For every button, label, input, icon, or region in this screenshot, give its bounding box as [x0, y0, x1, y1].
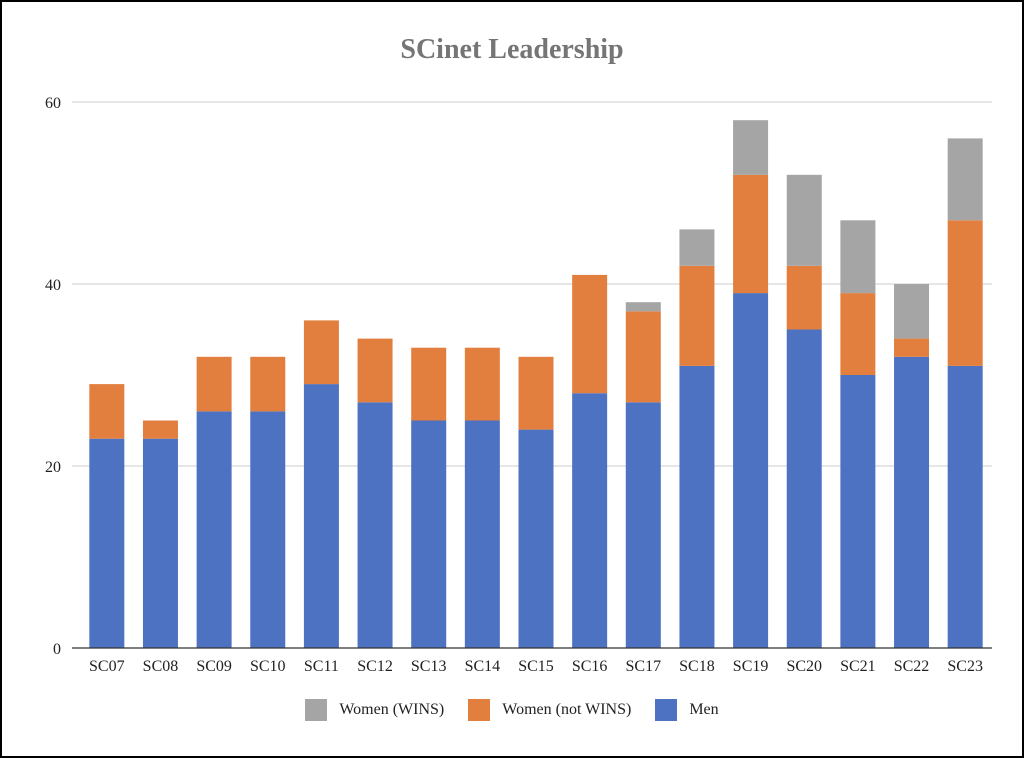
bar-sc15-women-not-wins	[518, 356, 554, 430]
bar-sc17-men	[625, 402, 661, 648]
bar-sc22-women-wins	[894, 284, 930, 339]
x-tick-label-sc11: SC11	[304, 658, 339, 675]
legend-swatch	[305, 699, 328, 721]
bar-sc20-women-not-wins	[786, 265, 822, 330]
x-tick-label-sc08: SC08	[143, 658, 179, 675]
bar-sc19-women-not-wins	[733, 174, 769, 294]
bar-sc10-men	[250, 411, 286, 648]
bar-sc18-women-not-wins	[679, 265, 715, 366]
bar-sc17-women-not-wins	[625, 311, 661, 403]
bar-sc23-men	[947, 365, 983, 648]
x-tick-label-sc07: SC07	[89, 658, 125, 675]
x-tick-label-sc22: SC22	[894, 658, 930, 675]
bar-sc12-women-not-wins	[357, 338, 393, 403]
y-tick-label-20: 20	[45, 459, 61, 476]
bar-sc11-men	[303, 384, 339, 648]
legend-item: Women (not WINS)	[468, 699, 631, 721]
x-tick-label-sc15: SC15	[518, 658, 554, 675]
legend-item: Men	[655, 699, 719, 721]
bar-sc19-men	[733, 293, 769, 648]
legend-swatch	[468, 699, 491, 721]
y-tick-label-60: 60	[45, 95, 61, 112]
chart-title: SCinet Leadership	[400, 34, 624, 65]
bar-sc09-men	[196, 411, 232, 648]
x-tick-label-sc10: SC10	[250, 658, 286, 675]
bar-sc07-women-not-wins	[89, 384, 125, 439]
bar-sc21-men	[840, 375, 876, 648]
x-tick-label-sc13: SC13	[411, 658, 447, 675]
bar-sc08-men	[142, 438, 178, 648]
chart-legend: Women (WINS) Women (not WINS) Men	[0, 699, 1024, 721]
bar-sc18-men	[679, 365, 715, 648]
x-tick-label-sc19: SC19	[733, 658, 769, 675]
bar-sc16-women-not-wins	[572, 274, 608, 394]
bar-sc09-women-not-wins	[196, 356, 232, 412]
x-tick-label-sc14: SC14	[465, 658, 501, 675]
x-tick-label-sc21: SC21	[840, 658, 876, 675]
bar-sc23-women-wins	[947, 138, 983, 221]
bar-sc17-women-wins	[625, 302, 661, 312]
x-tick-label-sc18: SC18	[679, 658, 715, 675]
legend-swatch	[655, 699, 678, 721]
bar-sc18-women-wins	[679, 229, 715, 266]
legend-item: Women (WINS)	[305, 699, 444, 721]
bar-sc21-women-not-wins	[840, 293, 876, 375]
legend-label: Women (WINS)	[339, 701, 445, 718]
x-tick-label-sc20: SC20	[786, 658, 822, 675]
y-tick-label-0: 0	[53, 641, 61, 658]
bar-sc10-women-not-wins	[250, 356, 286, 412]
bar-sc20-women-wins	[786, 174, 822, 266]
bar-sc19-women-wins	[733, 120, 769, 175]
x-tick-label-sc17: SC17	[626, 658, 662, 675]
bar-sc16-men	[572, 393, 608, 648]
bar-sc07-men	[89, 438, 125, 648]
bar-sc12-men	[357, 402, 393, 648]
legend-label: Women (not WINS)	[502, 701, 632, 718]
x-tick-label-sc16: SC16	[572, 658, 608, 675]
bar-sc11-women-not-wins	[303, 320, 339, 385]
x-tick-label-sc09: SC09	[196, 658, 232, 675]
x-tick-label-sc12: SC12	[357, 658, 393, 675]
bar-sc23-women-not-wins	[947, 220, 983, 366]
bar-sc20-men	[786, 329, 822, 648]
bar-sc21-women-wins	[840, 220, 876, 294]
bar-sc13-women-not-wins	[411, 347, 447, 421]
legend-label: Men	[689, 701, 719, 718]
y-tick-label-40: 40	[45, 277, 61, 294]
bar-sc13-men	[411, 420, 447, 648]
bar-sc22-men	[894, 356, 930, 648]
bar-sc08-women-not-wins	[142, 420, 178, 439]
x-tick-label-sc23: SC23	[947, 658, 983, 675]
bar-sc14-men	[464, 420, 500, 648]
bar-sc14-women-not-wins	[464, 347, 500, 421]
bar-sc22-women-not-wins	[894, 338, 930, 357]
bar-sc15-men	[518, 429, 554, 648]
